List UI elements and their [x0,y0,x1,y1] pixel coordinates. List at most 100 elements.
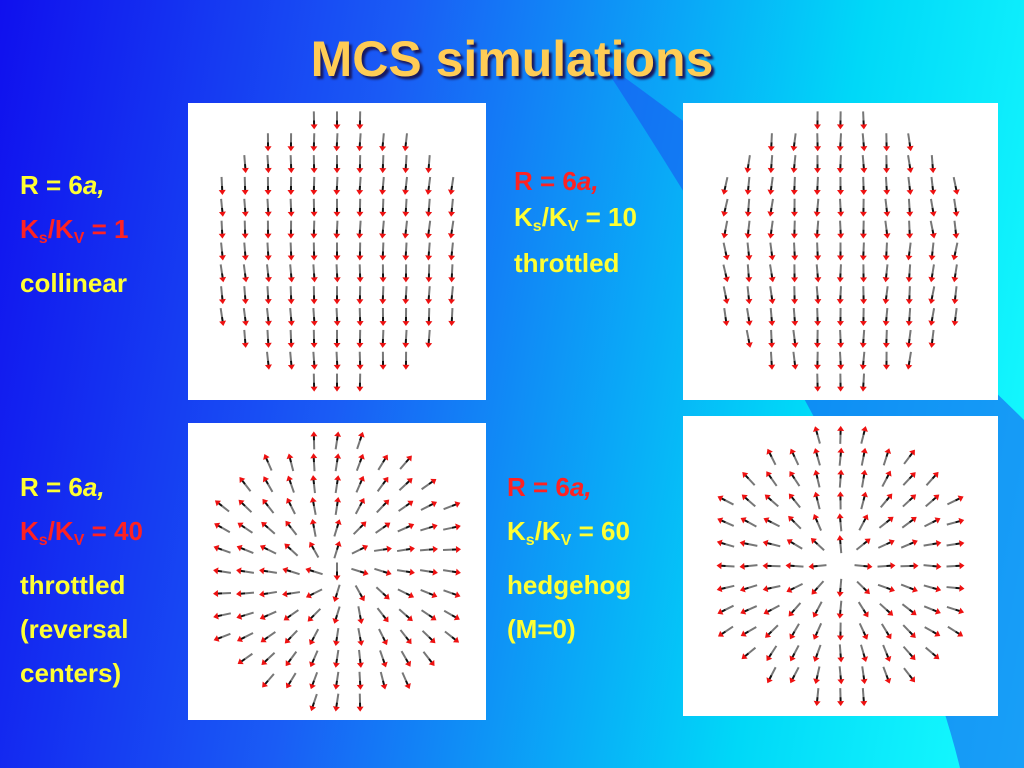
arrow-tail [290,629,298,638]
arrow-tail [221,548,231,554]
arrow-head [959,584,965,592]
arrow-tail [290,483,295,493]
arrow-tail [923,564,933,567]
arrow [902,472,916,486]
arrow-head [860,469,868,476]
arrow [923,540,942,547]
arrow [379,351,387,370]
arrow [740,517,757,528]
arrow [722,286,730,305]
arrow-head [836,277,844,283]
arrow-tail [244,570,255,574]
arrow-head [360,521,367,528]
arrow-tail [421,630,430,638]
arrow [721,198,729,217]
arrow-head [745,320,753,326]
arrow-tail [908,329,912,340]
arrow-tail [816,521,822,531]
arrow-tail [725,543,735,548]
arrow-head [837,211,845,217]
arrow [745,329,753,348]
arrow-tail [793,155,797,165]
arrow [425,176,432,195]
arrow [952,220,960,239]
arrow-head [334,431,342,437]
arrow [310,133,318,152]
arrow-head [356,386,364,392]
arrow-tail [770,155,774,165]
arrow [218,198,226,217]
arrow [241,155,249,174]
r-line: R = 6a, [514,163,637,199]
arrow-tail [902,645,911,655]
arrow [287,220,295,239]
arrow [443,501,461,511]
arrow-tail [879,499,888,508]
arrow-head [716,539,723,547]
arrow [264,264,272,283]
arrow-tail [313,608,322,616]
arrow [214,522,231,534]
arrow [929,176,937,195]
arrow-head [744,233,752,239]
arrow [813,491,821,510]
arrow-head [455,523,461,531]
arrow-head [287,146,295,152]
arrow-head [385,569,392,577]
arrow-head [334,541,342,547]
arrow [790,155,798,174]
r-line: R = 6a, [507,465,631,509]
arrow-head [911,539,918,546]
arrow-head [766,654,773,661]
arrow [309,671,319,690]
arrow [813,220,821,239]
arrow-head [910,494,917,501]
arrow [402,308,410,327]
arrow [282,566,300,576]
arrow-head [405,638,412,645]
arrow-tail [267,590,278,595]
arrow-head [402,364,410,370]
arrow-tail [379,650,384,660]
arrow [356,220,364,239]
arrow [283,609,299,621]
arrow-tail [313,462,316,472]
arrow [310,308,318,327]
arrow-tail [747,499,756,508]
arrow [791,351,799,370]
arrow-tail [352,527,361,535]
arrow-head [332,684,340,690]
arrow-tail [451,242,454,252]
arrow [396,545,415,553]
arrow [241,242,249,261]
arrow [237,652,253,665]
arrow [836,111,844,130]
arrow [242,264,249,283]
arrow [284,629,298,644]
arrow-tail [266,198,269,208]
arrow [420,589,438,599]
arrow-head [454,501,461,508]
arrow-head [836,613,844,619]
arrow-head [788,493,795,500]
arrow [837,688,845,707]
arrow-head [383,593,390,600]
arrow [788,515,802,530]
arrow [354,497,365,515]
arrow-tail [358,671,361,681]
arrow [741,494,756,508]
arrow-head [386,545,392,553]
arrow [333,519,342,537]
arrow [900,539,918,549]
arrow-tail [947,625,957,633]
arrow-head [241,189,249,195]
arrow-head [287,320,295,327]
arrow [924,626,941,637]
arrow-head [933,653,940,660]
arrow [813,111,821,130]
arrow-tail [420,589,430,595]
arrow-tail [725,604,735,611]
arrow-head [382,616,389,623]
arrow-tail [397,526,407,533]
arrow [860,666,868,685]
